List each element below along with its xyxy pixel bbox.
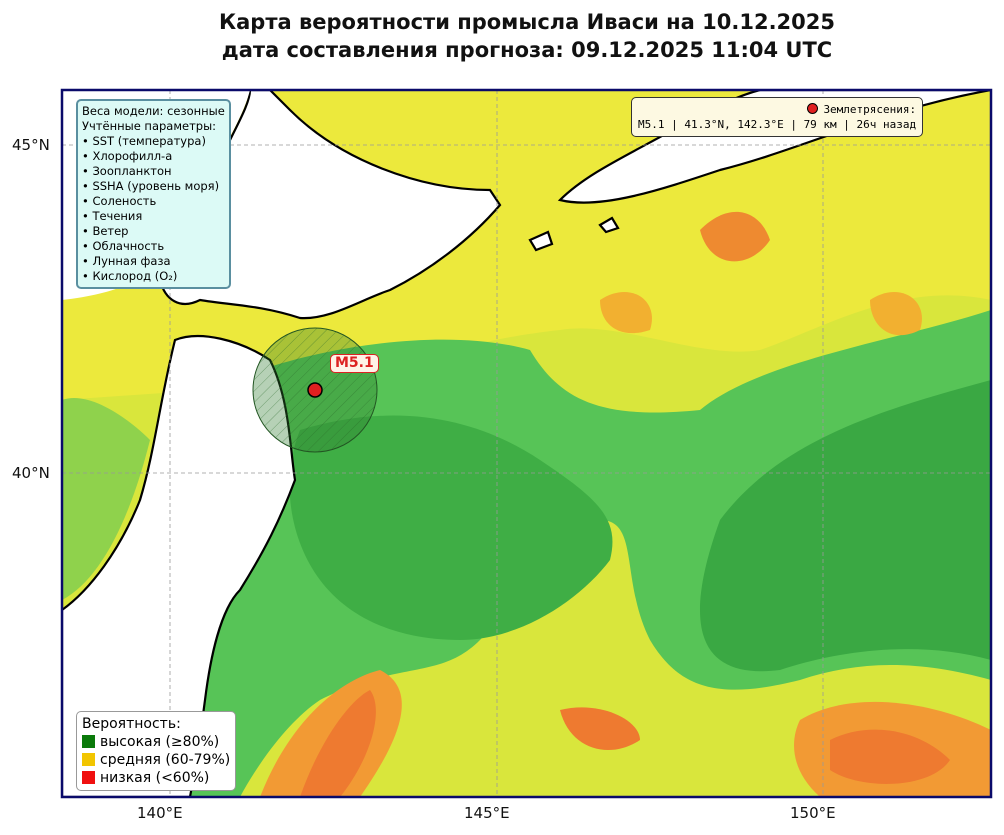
legend-swatch — [82, 771, 95, 784]
subtitle: дата составления прогноза: 09.12.2025 11… — [221, 38, 833, 62]
legend-item: средняя (60-79%) — [82, 751, 230, 769]
legend-label: низкая (<60%) — [100, 770, 210, 786]
param-item: • SST (температура) — [82, 134, 206, 148]
y-tick-label: 40°N — [12, 464, 50, 482]
map-frame — [60, 88, 993, 799]
param-item: • SSHA (уровень моря) — [82, 179, 220, 193]
model-box: Веса модели: сезонные Учтённые параметры… — [76, 99, 231, 289]
param-item: • Лунная фаза — [82, 254, 171, 268]
legend-label: высокая (≥80%) — [100, 734, 220, 750]
earthquake-title: Землетрясения: — [638, 102, 916, 117]
earthquake-marker — [307, 382, 323, 398]
param-item: • Ветер — [82, 224, 129, 238]
param-item: • Течения — [82, 209, 143, 223]
legend-swatch — [82, 735, 95, 748]
param-item: • Соленость — [82, 194, 157, 208]
y-tick-label: 45°N — [12, 136, 50, 154]
params-title: Учтённые параметры: — [82, 119, 217, 133]
legend: Вероятность: высокая (≥80%) средняя (60-7… — [76, 711, 237, 791]
x-tick-label: 150°E — [790, 804, 836, 822]
marker-label: M5.1 — [330, 354, 379, 373]
earthquake-title-text: Землетрясения: — [823, 103, 917, 116]
x-tick-label: 140°E — [137, 804, 183, 822]
param-item: • Кислород (O₂) — [82, 269, 178, 283]
legend-item: низкая (<60%) — [82, 769, 230, 787]
param-item: • Зоопланктон — [82, 164, 172, 178]
legend-title: Вероятность: — [82, 716, 181, 732]
param-item: • Хлорофилл-а — [82, 149, 173, 163]
param-item: • Облачность — [82, 239, 165, 253]
legend-swatch — [82, 753, 95, 766]
legend-label: средняя (60-79%) — [100, 752, 231, 768]
earthquake-entry: M5.1 | 41.3°N, 142.3°E | 79 км | 26ч наз… — [638, 118, 917, 131]
model-weights: Веса модели: сезонные — [82, 104, 225, 118]
earthquake-box: Землетрясения: M5.1 | 41.3°N, 142.3°E | … — [631, 97, 924, 137]
x-tick-label: 145°E — [464, 804, 510, 822]
title: Карта вероятности промысла Иваси на 10.1… — [218, 10, 836, 34]
legend-item: высокая (≥80%) — [82, 733, 230, 751]
